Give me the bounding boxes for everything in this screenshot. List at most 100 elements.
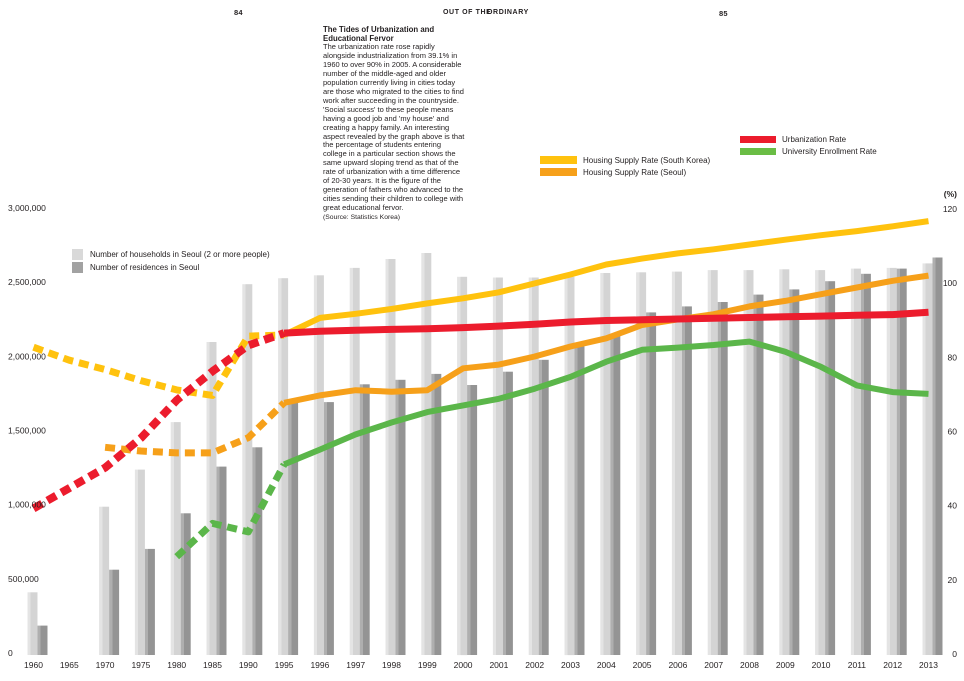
bar-residences-in-seoul-1997 — [359, 384, 370, 655]
housing-supply-south-korea-swatch — [540, 156, 577, 164]
bar-households-in-seoul-1995 — [278, 278, 289, 655]
left-axis-tick-label: 1,500,000 — [8, 426, 46, 436]
bar-residences-in-seoul-2001 — [502, 371, 513, 655]
left-axis-tick-label: 3,000,000 — [8, 203, 46, 213]
legend-bars: Number of households in Seoul (2 or more… — [72, 248, 270, 274]
x-axis-label-2009: 2009 — [776, 660, 795, 670]
bar-households-in-seoul-2004 — [600, 273, 611, 655]
bar-households-in-seoul-2006 — [671, 271, 682, 655]
legend-label: Housing Supply Rate (Seoul) — [583, 167, 687, 177]
x-axis-label-2001: 2001 — [489, 660, 508, 670]
legend-rates: Urbanization Rate University Enrollment … — [740, 133, 877, 157]
legend-label: Number of residences in Seoul — [90, 263, 200, 272]
bar-residences-in-seoul-1985 — [216, 466, 227, 655]
legend-item-housing-supply-south-korea: Housing Supply Rate (South Korea) — [540, 154, 710, 166]
right-axis-tick-label: 40 — [948, 501, 958, 511]
left-axis-tick-label: 2,000,000 — [8, 351, 46, 361]
housing-supply-seoul-swatch — [540, 168, 577, 176]
left-axis-tick-label: 500,000 — [8, 574, 39, 584]
right-axis-tick-label: 80 — [948, 352, 958, 362]
bar-households-in-seoul-2000 — [457, 276, 468, 656]
line-housing-supply-rate-south-korea — [282, 218, 929, 338]
x-axis-label-1990: 1990 — [239, 660, 258, 670]
bar-households-in-seoul-2011 — [850, 268, 861, 655]
bar-households-in-seoul-2007 — [707, 270, 718, 655]
line-housing-supply-rate-seoul — [283, 272, 929, 406]
left-axis-tick-label: 1,000,000 — [8, 500, 46, 510]
legend-item-university-enrollment-rate: University Enrollment Rate — [740, 145, 877, 157]
x-axis-label-1995: 1995 — [275, 660, 294, 670]
bar-residences-in-seoul-1975 — [144, 548, 155, 655]
bar-residences-in-seoul-1996 — [323, 402, 334, 655]
article-body: The urbanization rate rose rapidly along… — [323, 42, 465, 213]
legend-item-residences: Number of residences in Seoul — [72, 261, 270, 274]
line-housing-supply-rate-south-korea-dashed — [32, 331, 285, 399]
bar-households-in-seoul-2001 — [492, 277, 503, 655]
running-header-part1: OUT OF THE — [443, 9, 492, 16]
bar-residences-in-seoul-2007 — [717, 302, 728, 655]
bar-households-in-seoul-2009 — [779, 269, 790, 655]
bar-residences-in-seoul-2005 — [646, 312, 657, 655]
bar-households-in-seoul-1970 — [99, 506, 110, 655]
bar-households-in-seoul-1999 — [421, 253, 432, 655]
x-axis-label-2010: 2010 — [812, 660, 831, 670]
bar-households-in-seoul-2010 — [815, 270, 826, 655]
bar-residences-in-seoul-2008 — [753, 294, 764, 655]
x-axis-label-1985: 1985 — [203, 660, 222, 670]
bar-households-in-seoul-1990 — [242, 284, 253, 655]
bar-households-in-seoul-2013 — [922, 263, 933, 655]
bar-households-in-seoul-2005 — [636, 272, 647, 655]
bar-residences-in-seoul-2011 — [860, 273, 871, 655]
line-urbanization-rate — [283, 308, 929, 337]
x-axis-label-1970: 1970 — [96, 660, 115, 670]
x-axis-label-1997: 1997 — [346, 660, 365, 670]
bar-residences-in-seoul-1990 — [252, 447, 263, 655]
article-text-block: The Tides of Urbanization and Educational… — [323, 25, 466, 221]
bar-households-in-seoul-1975 — [134, 469, 145, 655]
bar-residences-in-seoul-1980 — [180, 513, 191, 655]
bar-households-in-seoul-1996 — [313, 275, 324, 655]
bar-households-in-seoul-1980 — [170, 422, 181, 655]
legend-label: Housing Supply Rate (South Korea) — [583, 155, 711, 165]
x-axis-label-1996: 1996 — [310, 660, 329, 670]
urbanization-rate-swatch — [740, 135, 776, 143]
bar-residences-in-seoul-2004 — [610, 334, 621, 655]
bar-residences-in-seoul-2012 — [896, 268, 907, 655]
right-axis-tick-label: 60 — [948, 427, 958, 437]
x-axis-label-2005: 2005 — [633, 660, 652, 670]
legend-label: University Enrollment Rate — [782, 146, 877, 156]
line-housing-supply-rate-seoul-dashed — [104, 400, 287, 457]
bar-households-in-seoul-2012 — [886, 267, 897, 655]
bar-residences-in-seoul-2002 — [538, 359, 549, 655]
x-axis-label-2011: 2011 — [848, 660, 867, 670]
bar-residences-in-seoul-1995 — [288, 399, 299, 655]
right-axis-tick-label: 100 — [943, 278, 957, 288]
university-enrollment-rate-swatch — [740, 147, 776, 155]
bar-households-in-seoul-2003 — [564, 276, 575, 656]
bar-households-in-seoul-1997 — [349, 267, 360, 655]
residences-bar-swatch — [72, 262, 83, 273]
legend-item-households: Number of households in Seoul (2 or more… — [72, 248, 270, 261]
x-axis-label-2007: 2007 — [704, 660, 723, 670]
x-axis-label-2002: 2002 — [525, 660, 544, 670]
bar-residences-in-seoul-2010 — [825, 281, 836, 655]
legend-label: Number of households in Seoul (2 or more… — [90, 250, 270, 259]
page-number-left: 84 — [234, 8, 243, 17]
bar-residences-in-seoul-2003 — [574, 346, 585, 655]
bar-households-in-seoul-1960 — [27, 592, 38, 655]
households-bar-swatch — [72, 249, 83, 260]
page-number-right: 85 — [719, 9, 728, 18]
bar-residences-in-seoul-2006 — [681, 306, 692, 655]
bar-residences-in-seoul-2000 — [467, 385, 478, 655]
right-axis-tick-label: 20 — [948, 575, 958, 585]
x-axis-label-2012: 2012 — [883, 660, 902, 670]
legend-label: Urbanization Rate — [782, 134, 847, 144]
bar-residences-in-seoul-1999 — [431, 373, 442, 655]
running-header-part2: ORDINARY — [487, 9, 529, 16]
x-axis-label-2003: 2003 — [561, 660, 580, 670]
x-axis-label-1998: 1998 — [382, 660, 401, 670]
bar-households-in-seoul-1998 — [385, 259, 396, 655]
x-axis-label-2004: 2004 — [597, 660, 616, 670]
